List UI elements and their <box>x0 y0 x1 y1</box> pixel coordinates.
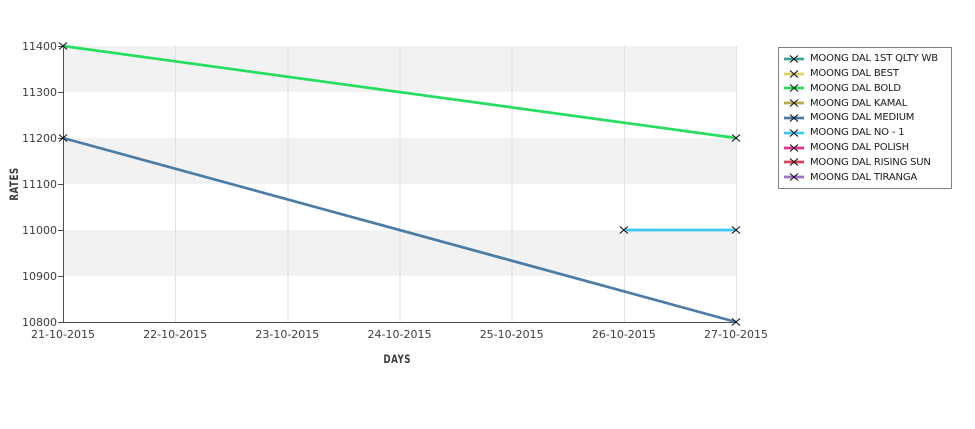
legend-item-label: MOONG DAL NO - 1 <box>810 127 905 139</box>
x-tick-label: 23-10-2015 <box>255 328 320 341</box>
x-tick-label: 26-10-2015 <box>591 328 656 341</box>
y-tick-label: 11400 <box>22 40 57 53</box>
x-tick-label: 25-10-2015 <box>479 328 544 341</box>
x-marker <box>789 143 799 152</box>
y-tick-label: 10900 <box>22 270 57 283</box>
x-marker <box>58 134 68 142</box>
legend-item: MOONG DAL 1ST QLTY WB <box>779 52 951 66</box>
x-tick-label: 21-10-2015 <box>31 328 95 341</box>
x-marker <box>731 134 741 142</box>
x-marker <box>789 114 799 122</box>
x-tick-label: 24-10-2015 <box>367 328 432 341</box>
legend-item: MOONG DAL NO - 1 <box>779 126 951 140</box>
legend-box: MOONG DAL 1ST QLTY WB MOONG DAL BEST MOONG… <box>778 47 952 189</box>
legend-item-label: MOONG DAL BOLD <box>810 82 901 94</box>
legend-item-label: MOONG DAL MEDIUM <box>810 112 915 124</box>
legend-swatch-icon <box>784 54 804 63</box>
y-tick-label: 11300 <box>22 86 57 99</box>
legend-swatch-icon <box>784 84 804 93</box>
x-marker <box>789 99 799 108</box>
legend-item-label: MOONG DAL POLISH <box>810 142 909 154</box>
legend-item: MOONG DAL MEDIUM <box>779 111 951 125</box>
x-marker <box>789 173 799 182</box>
x-marker <box>789 69 799 78</box>
x-axis-title-wrap: DAYS <box>337 348 457 367</box>
legend-item-label: MOONG DAL BEST <box>810 68 899 80</box>
legend-item-label: MOONG DAL TIRANGA <box>810 171 918 183</box>
series-line <box>62 136 737 324</box>
y-tick-label: 10800 <box>22 316 57 329</box>
legend-item: MOONG DAL BEST <box>779 67 951 81</box>
legend-swatch-icon <box>784 99 804 108</box>
legend-item-label: MOONG DAL KAMAL <box>810 97 908 109</box>
x-marker <box>789 54 799 63</box>
x-marker <box>789 128 799 137</box>
legend-item: MOONG DAL BOLD <box>779 81 951 95</box>
y-tick-label: 11200 <box>22 132 57 145</box>
y-axis-title-wrap: RATES <box>0 149 28 219</box>
legend-swatch-icon <box>784 158 804 167</box>
legend-swatch-icon <box>784 143 804 152</box>
series-line <box>62 44 737 140</box>
y-tick-label: 11100 <box>22 178 57 191</box>
legend-item: MOONG DAL POLISH <box>779 141 951 155</box>
legend-swatch-icon <box>784 114 804 122</box>
x-tick-label: 27-10-2015 <box>704 328 768 341</box>
legend-item: MOONG DAL RISING SUN <box>779 155 951 169</box>
y-axis-title: RATES <box>7 167 22 201</box>
y-tick-label: 11000 <box>22 224 57 237</box>
x-marker <box>789 84 799 93</box>
x-marker <box>731 318 741 326</box>
legend-swatch-icon <box>784 69 804 78</box>
x-marker <box>619 226 629 234</box>
legend-swatch-icon <box>784 128 804 137</box>
x-marker <box>58 42 68 50</box>
legend-item-label: MOONG DAL RISING SUN <box>810 156 931 168</box>
legend-item: MOONG DAL KAMAL <box>779 96 951 110</box>
x-marker <box>731 226 741 234</box>
x-marker <box>789 158 799 167</box>
legend-item: MOONG DAL TIRANGA <box>779 170 951 184</box>
x-axis-title: DAYS <box>383 352 411 366</box>
legend-swatch-icon <box>784 173 804 182</box>
legend-item-label: MOONG DAL 1ST QLTY WB <box>810 53 938 65</box>
x-tick-label: 22-10-2015 <box>143 328 208 341</box>
